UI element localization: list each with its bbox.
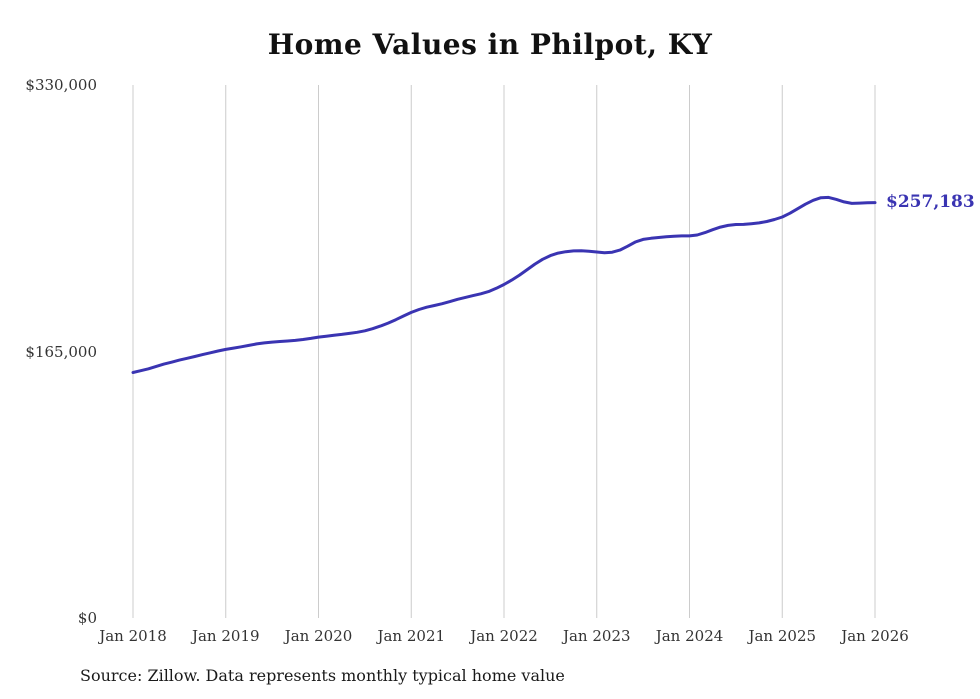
- x-tick-label: Jan 2021: [377, 627, 446, 645]
- x-tick-label: Jan 2026: [841, 627, 909, 645]
- x-tick-label: Jan 2019: [191, 627, 260, 645]
- x-tick-label: Jan 2018: [99, 627, 167, 645]
- y-tick-label: $0: [77, 609, 97, 627]
- trend-line: [131, 195, 877, 374]
- source-note: Source: Zillow. Data represents monthly …: [80, 666, 565, 685]
- x-tick-label: Jan 2025: [748, 627, 817, 645]
- x-tick-label: Jan 2023: [562, 627, 631, 645]
- chart-title: Home Values in Philpot, KY: [267, 28, 713, 61]
- x-tick-label: Jan 2020: [284, 627, 353, 645]
- y-tick-label: $165,000: [25, 342, 97, 361]
- x-tick-label: Jan 2024: [655, 627, 724, 645]
- end-value-label: $257,183: [886, 191, 975, 212]
- y-tick-label: $330,000: [25, 76, 97, 94]
- x-tick-label: Jan 2022: [470, 627, 538, 645]
